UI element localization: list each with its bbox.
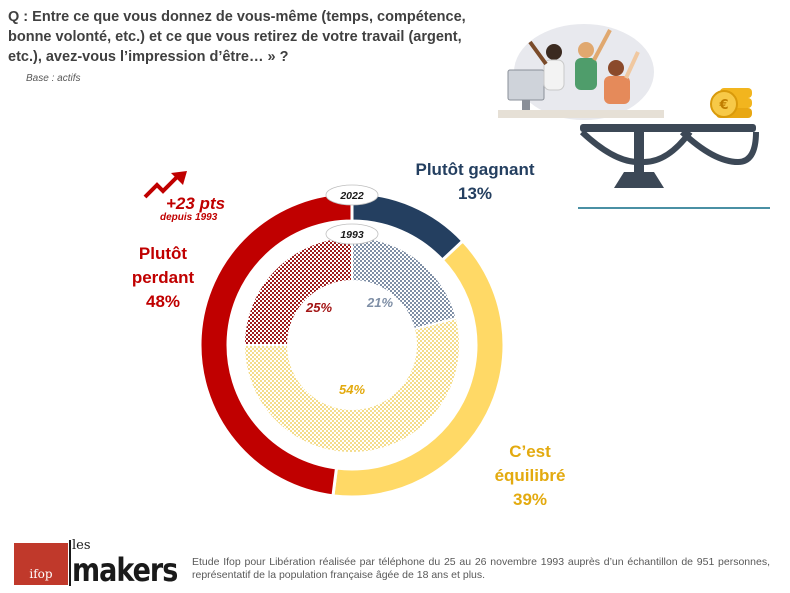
inner-ring-1993 [242,235,461,454]
person-middle-icon [575,29,612,90]
evolution-since: depuis 1993 [160,212,218,223]
trend-up-arrow-icon [143,171,187,199]
year-label-2022: 2022 [339,190,364,202]
evolution-value: +23 pts [166,194,226,213]
inner-label-perdant: 25% [305,300,332,315]
question-text: Q : Entre ce que vous donnez de vous-mêm… [8,9,466,65]
svg-text:€: € [718,98,728,113]
desk-surface [498,110,664,118]
inner-label-gagnant: 21% [366,295,393,310]
les-makers-logo: les makers [69,538,178,589]
logo-divider [69,540,71,586]
coin-stack-icon: € [710,88,752,118]
label-plutot-gagnant: Plutôt gagnant 13% [415,160,535,203]
base-note: Base : actifs [26,73,81,84]
year-bubble-2022 [325,184,379,206]
year-label-1993: 1993 [340,229,364,241]
inner-label-equilibre: 54% [339,382,365,397]
label-plutot-perdant: Plutôt perdant 48% [131,244,195,311]
ifop-logo: ifop [14,543,68,585]
footer-methodology-note: Etude Ifop pour Libération réalisée par … [192,556,770,581]
person-right-icon [604,51,640,104]
label-c-est-equilibre: C’est équilibré 39% [494,442,566,509]
balance-scale-icon [578,124,770,209]
person-left-icon [528,40,565,91]
evolution-annotation: +23 pts depuis 1993 [140,194,240,223]
year-bubble-1993 [325,223,379,245]
illustration-balance-people: € [498,24,770,209]
slice-1993-c-est-equilibre [242,316,461,454]
